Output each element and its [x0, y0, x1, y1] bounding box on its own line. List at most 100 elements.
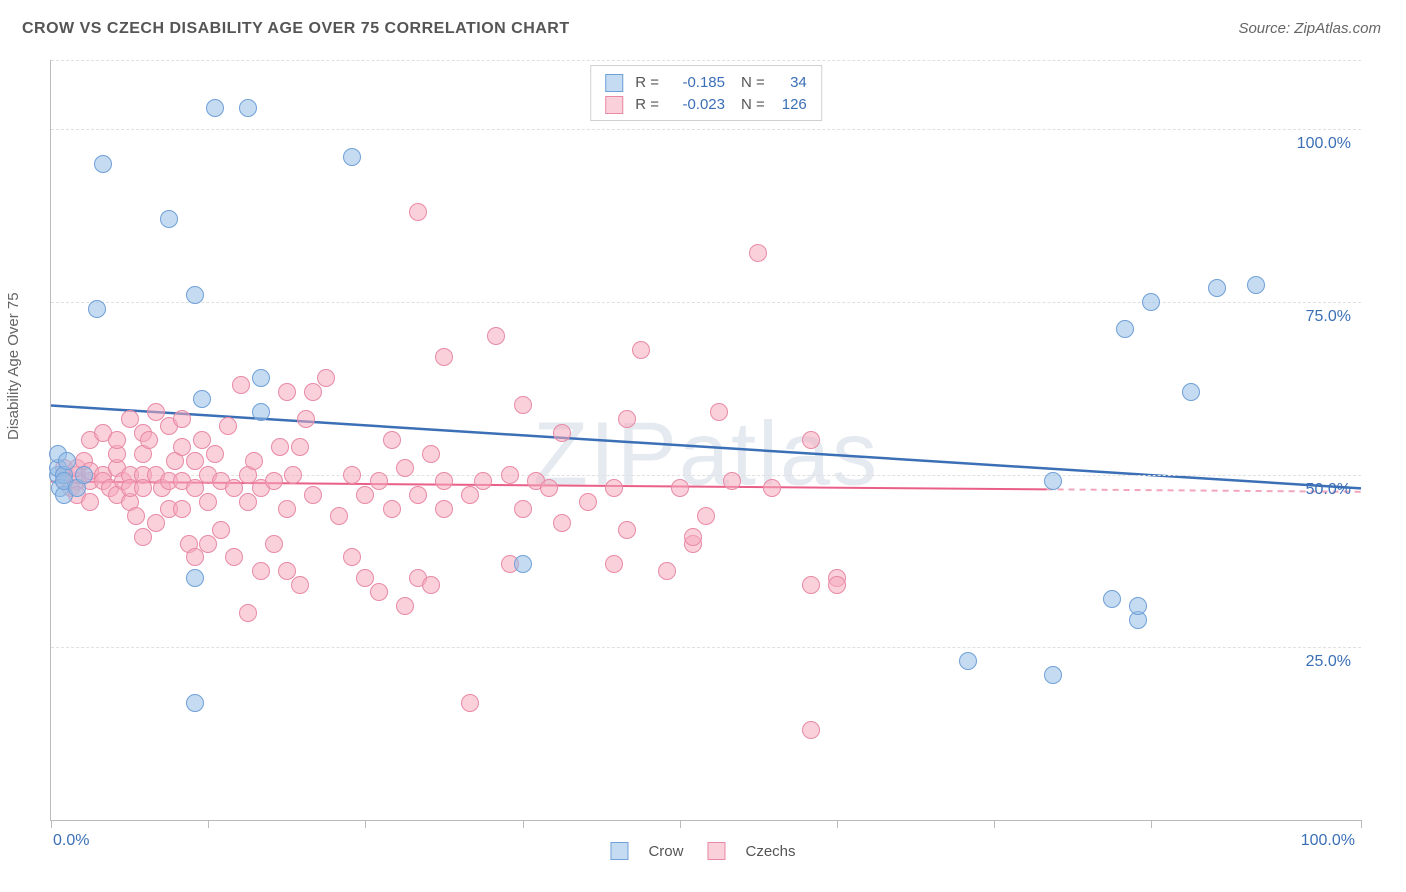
czechs-point: [422, 445, 440, 463]
x-tick: [680, 820, 681, 828]
crow-point: [75, 466, 93, 484]
czechs-point: [514, 500, 532, 518]
czechs-point: [140, 431, 158, 449]
czechs-point: [304, 486, 322, 504]
x-tick: [208, 820, 209, 828]
czechs-point: [605, 555, 623, 573]
czechs-point: [186, 548, 204, 566]
czechs-point: [343, 466, 361, 484]
czechs-point: [134, 479, 152, 497]
stat-n-crow: 34: [771, 72, 807, 94]
czechs-point: [134, 528, 152, 546]
czechs-point: [697, 507, 715, 525]
crow-point: [239, 99, 257, 117]
crow-point: [88, 300, 106, 318]
czechs-point: [710, 403, 728, 421]
stat-r-label: R =: [635, 94, 659, 116]
crow-point: [94, 155, 112, 173]
y-tick-label: 25.0%: [1306, 653, 1351, 671]
czechs-point: [618, 410, 636, 428]
crow-point: [1247, 276, 1265, 294]
gridline: [51, 60, 1361, 61]
czechs-point: [212, 521, 230, 539]
legend-item-crow: Crow: [610, 842, 683, 860]
czechs-point: [245, 452, 263, 470]
czechs-point: [802, 431, 820, 449]
czechs-point: [474, 472, 492, 490]
czechs-point: [108, 431, 126, 449]
stat-n-czechs: 126: [771, 94, 807, 116]
czechs-point: [356, 486, 374, 504]
czechs-point: [435, 500, 453, 518]
crow-point: [206, 99, 224, 117]
gridline: [51, 302, 1361, 303]
x-tick: [523, 820, 524, 828]
czechs-point: [802, 576, 820, 594]
czechs-point: [173, 410, 191, 428]
czechs-point: [671, 479, 689, 497]
czechs-point: [409, 203, 427, 221]
czechs-point: [265, 535, 283, 553]
czechs-point: [173, 500, 191, 518]
czechs-point: [828, 576, 846, 594]
czechs-point: [239, 604, 257, 622]
czechs-point: [461, 486, 479, 504]
x-tick: [1361, 820, 1362, 828]
crow-point: [186, 286, 204, 304]
czechs-point: [330, 507, 348, 525]
crow-point: [514, 555, 532, 573]
crow-point: [1182, 383, 1200, 401]
czechs-point: [225, 548, 243, 566]
stats-legend: R = -0.185 N = 34 R = -0.023 N = 126: [590, 65, 822, 121]
czechs-point: [304, 383, 322, 401]
stat-r-crow: -0.185: [665, 72, 725, 94]
legend-label-crow: Crow: [648, 843, 683, 860]
crow-point: [343, 148, 361, 166]
crow-point: [1208, 279, 1226, 297]
czechs-point: [291, 438, 309, 456]
crow-point: [1044, 472, 1062, 490]
czechs-point: [239, 493, 257, 511]
x-tick-label: 100.0%: [1301, 832, 1355, 850]
czechs-point: [501, 466, 519, 484]
crow-point: [193, 390, 211, 408]
y-tick-label: 100.0%: [1297, 135, 1351, 153]
czechs-point: [749, 244, 767, 262]
legend-item-czechs: Czechs: [707, 842, 795, 860]
x-tick: [837, 820, 838, 828]
czechs-point: [317, 369, 335, 387]
czechs-point: [206, 445, 224, 463]
czechs-point: [127, 507, 145, 525]
czechs-point: [297, 410, 315, 428]
crow-point: [186, 569, 204, 587]
legend-label-czechs: Czechs: [745, 843, 795, 860]
czechs-point: [252, 562, 270, 580]
y-axis-label: Disability Age Over 75: [5, 292, 22, 440]
y-tick-label: 75.0%: [1306, 308, 1351, 326]
czechs-point: [763, 479, 781, 497]
chart-plot-area: ZIPatlas R = -0.185 N = 34 R = -0.023 N …: [50, 60, 1361, 821]
x-tick: [1151, 820, 1152, 828]
czechs-point: [553, 424, 571, 442]
czechs-point: [487, 327, 505, 345]
chart-title: CROW VS CZECH DISABILITY AGE OVER 75 COR…: [22, 20, 570, 38]
czechs-point: [278, 383, 296, 401]
crow-point: [252, 369, 270, 387]
stat-n-label: N =: [741, 72, 765, 94]
crow-point: [1129, 597, 1147, 615]
crow-point: [186, 694, 204, 712]
czechs-point: [265, 472, 283, 490]
crow-point: [1116, 320, 1134, 338]
crow-point: [1044, 666, 1062, 684]
czechs-point: [435, 348, 453, 366]
czechs-point: [383, 431, 401, 449]
czechs-point: [271, 438, 289, 456]
czechs-point: [409, 486, 427, 504]
czechs-point: [291, 576, 309, 594]
bottom-legend: Crow Czechs: [610, 842, 795, 860]
crow-point: [160, 210, 178, 228]
czechs-point: [396, 597, 414, 615]
czechs-point: [81, 493, 99, 511]
stat-n-label: N =: [741, 94, 765, 116]
czechs-point: [632, 341, 650, 359]
